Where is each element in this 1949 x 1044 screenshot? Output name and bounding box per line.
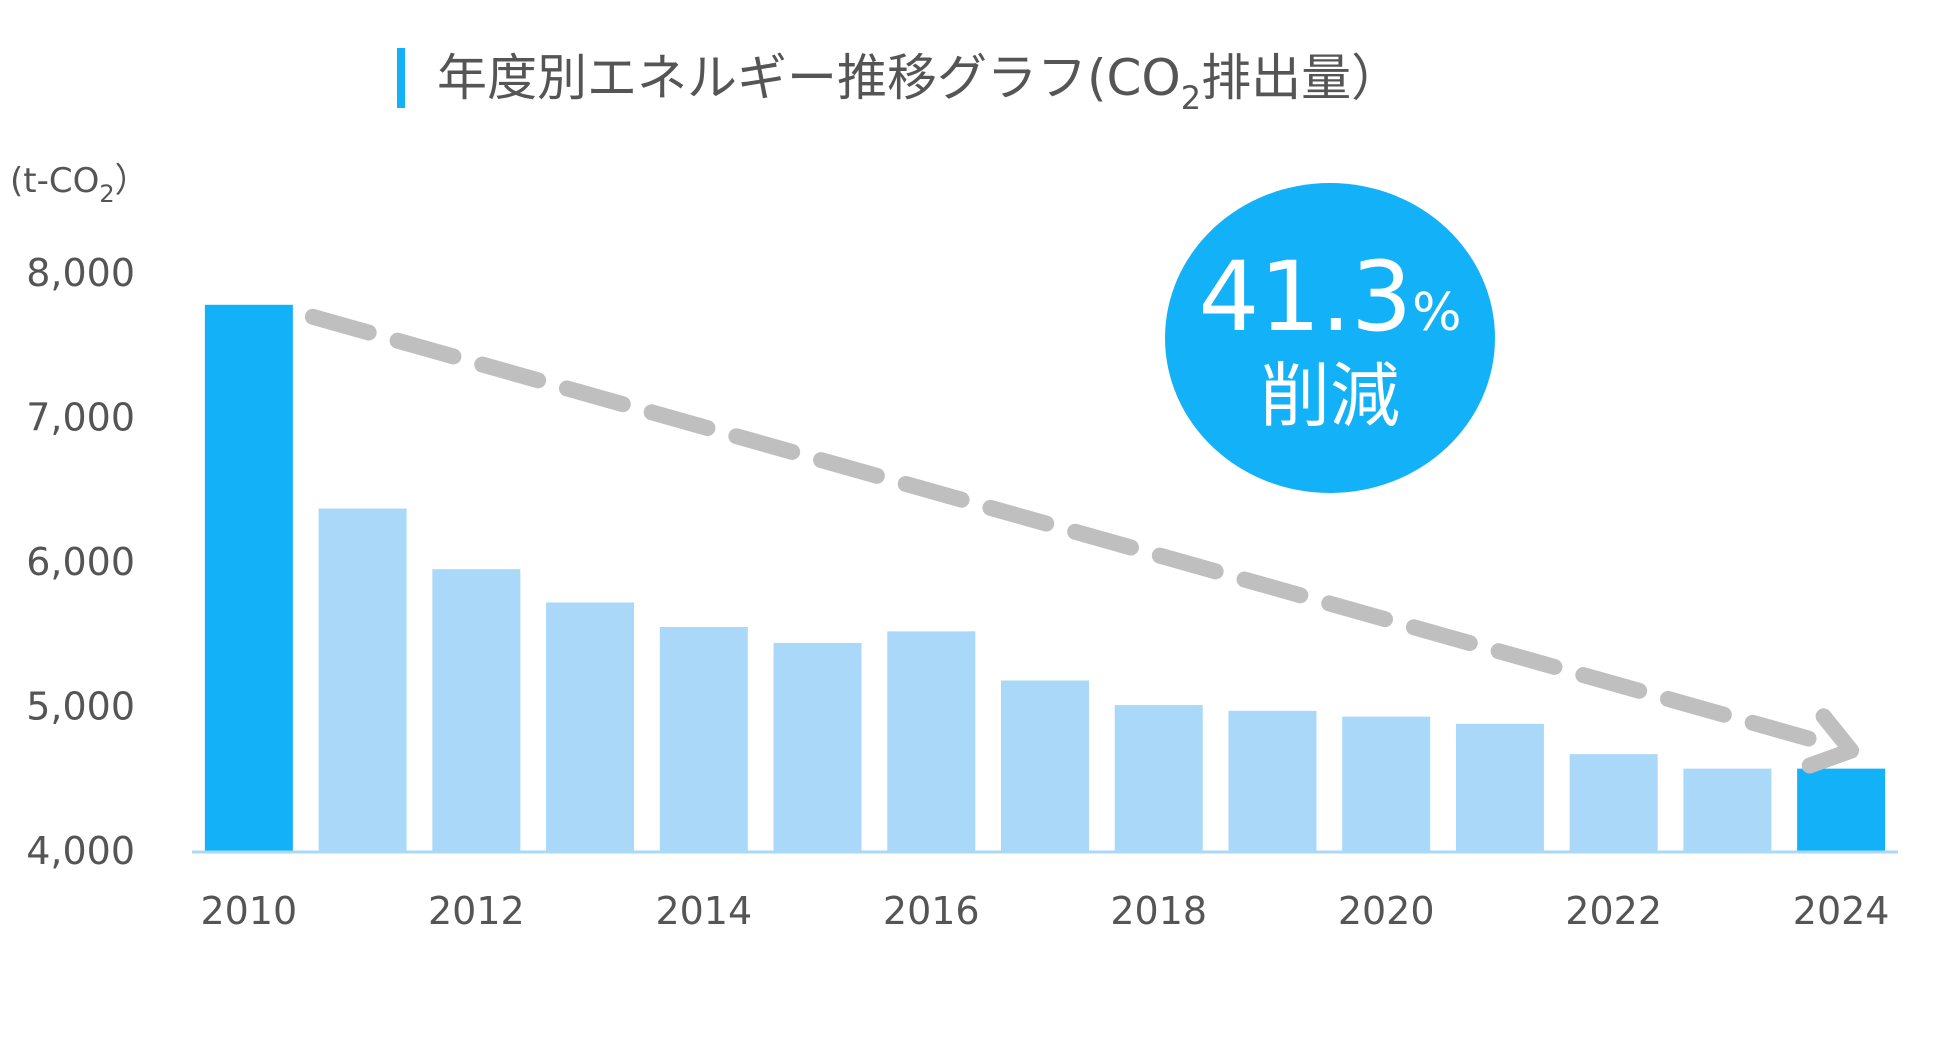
bar-2023 [1683, 768, 1772, 851]
bar-2019 [1228, 710, 1317, 851]
bar-2014 [659, 627, 748, 851]
bar-2016 [887, 631, 976, 851]
bar-2022 [1569, 754, 1658, 851]
x-tick-label: 2010 [201, 889, 298, 933]
y-tick-labels: 4,000 5,000 6,000 7,000 8,000 [26, 251, 135, 873]
bar-2024 [1797, 768, 1886, 851]
trend-arrow-line [304, 308, 1846, 755]
reduction-badge: 41.3% 削減 [1165, 183, 1495, 493]
bar-2015 [773, 642, 862, 851]
x-tick-label: 2020 [1338, 889, 1435, 933]
x-tick-label: 2022 [1565, 889, 1662, 933]
bar-2011 [318, 508, 407, 851]
y-tick-label: 4,000 [26, 829, 135, 873]
trend-arrow-head [1801, 708, 1860, 774]
x-tick-label: 2012 [428, 889, 525, 933]
x-tick-label: 2016 [883, 889, 980, 933]
y-tick-label: 8,000 [26, 251, 135, 295]
y-tick-label: 6,000 [26, 540, 135, 584]
badge-label: 削減 [1260, 355, 1400, 437]
bar-2021 [1455, 723, 1544, 851]
chart-title: 年度別エネルギー推移グラフ(CO2排出量） [437, 49, 1401, 117]
x-tick-label: 2014 [655, 889, 752, 933]
title-accent-bar [397, 48, 405, 108]
bars [204, 304, 1886, 851]
bar-2012 [432, 569, 521, 851]
y-tick-label: 5,000 [26, 685, 135, 729]
bar-2013 [546, 602, 635, 851]
title-subscript: 2 [1181, 79, 1201, 117]
bar-2020 [1342, 716, 1431, 851]
x-tick-label: 2018 [1110, 889, 1207, 933]
trend-arrow [304, 308, 1860, 774]
y-axis-unit: (t-CO2） [10, 161, 149, 208]
bar-2010 [204, 304, 293, 851]
x-tick-label: 2024 [1793, 889, 1890, 933]
bar-2018 [1114, 705, 1203, 851]
badge-percent: 41.3% [1198, 241, 1461, 353]
badge-circle [1165, 183, 1495, 493]
y-tick-label: 7,000 [26, 396, 135, 440]
bar-2017 [1001, 680, 1089, 851]
x-tick-labels: 2010 2012 2014 2016 2018 2020 2022 2024 [201, 889, 1890, 933]
